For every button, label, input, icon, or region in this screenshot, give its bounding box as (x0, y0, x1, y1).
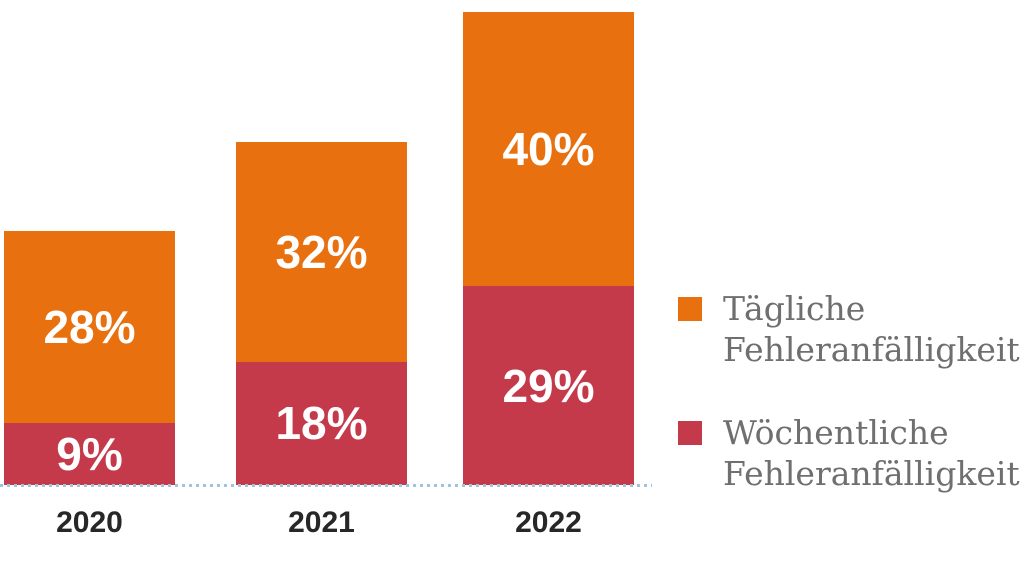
bar-segment-daily-2021: 32% (236, 142, 407, 362)
bar-segment-daily-2022: 40% (463, 12, 634, 287)
legend-label-daily: Tägliche Fehleranfälligkeit (723, 288, 1020, 370)
bar-segment-weekly-2020: 9% (4, 423, 175, 485)
legend-label-daily-line2: Fehleranfälligkeit (723, 330, 1020, 369)
bar-segment-weekly-2022: 29% (463, 286, 634, 485)
legend-swatch-daily-icon (678, 297, 702, 321)
legend-item-weekly: Wöchentliche Fehleranfälligkeit (678, 412, 1020, 494)
x-axis-baseline (0, 484, 652, 487)
legend-item-daily: Tägliche Fehleranfälligkeit (678, 288, 1020, 370)
data-label-daily-2022: 40% (502, 123, 595, 176)
legend-label-weekly-line2: Fehleranfälligkeit (723, 454, 1020, 493)
bar-segment-weekly-2021: 18% (236, 361, 407, 485)
data-label-daily-2021: 32% (275, 225, 368, 278)
legend-swatch-weekly-icon (678, 421, 702, 445)
x-axis-tick-2022: 2022 (515, 506, 582, 539)
data-label-weekly-2020: 9% (56, 428, 123, 481)
legend-label-daily-line1: Tägliche (723, 289, 866, 328)
data-label-daily-2020: 28% (43, 301, 136, 354)
legend-label-weekly-line1: Wöchentliche (723, 413, 949, 452)
bar-segment-daily-2020: 28% (4, 231, 175, 424)
x-axis-tick-2021: 2021 (288, 506, 355, 539)
data-label-weekly-2022: 29% (502, 359, 595, 412)
x-axis-tick-2020: 2020 (56, 506, 123, 539)
data-label-weekly-2021: 18% (275, 397, 368, 450)
legend-label-weekly: Wöchentliche Fehleranfälligkeit (723, 412, 1020, 494)
